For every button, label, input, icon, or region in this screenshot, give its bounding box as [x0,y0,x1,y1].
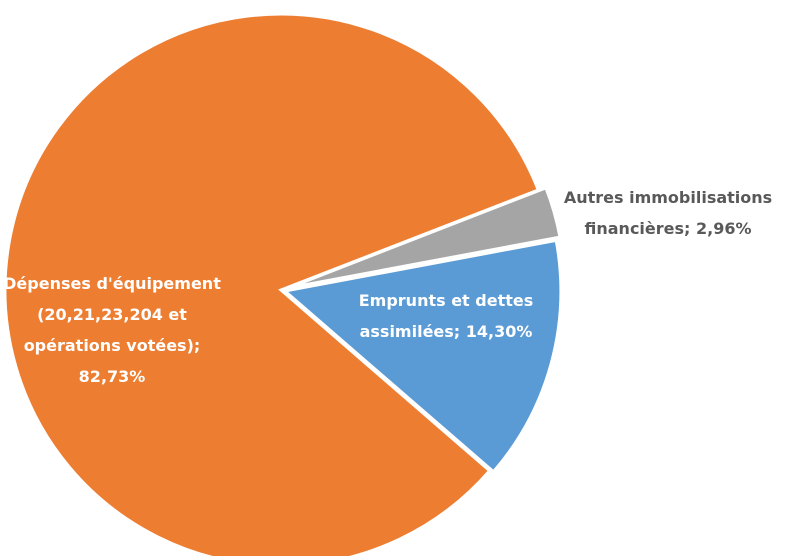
data-label: Autres immobilisations financières; 2,96… [563,188,773,238]
pie-slice [281,238,563,474]
pie-slice [288,185,562,290]
data-label: Emprunts et dettes assimilées; 14,30% [358,291,534,341]
pie-slice [3,12,541,556]
data-label: Dépenses d'équipement (20,21,23,204 et o… [3,274,221,386]
